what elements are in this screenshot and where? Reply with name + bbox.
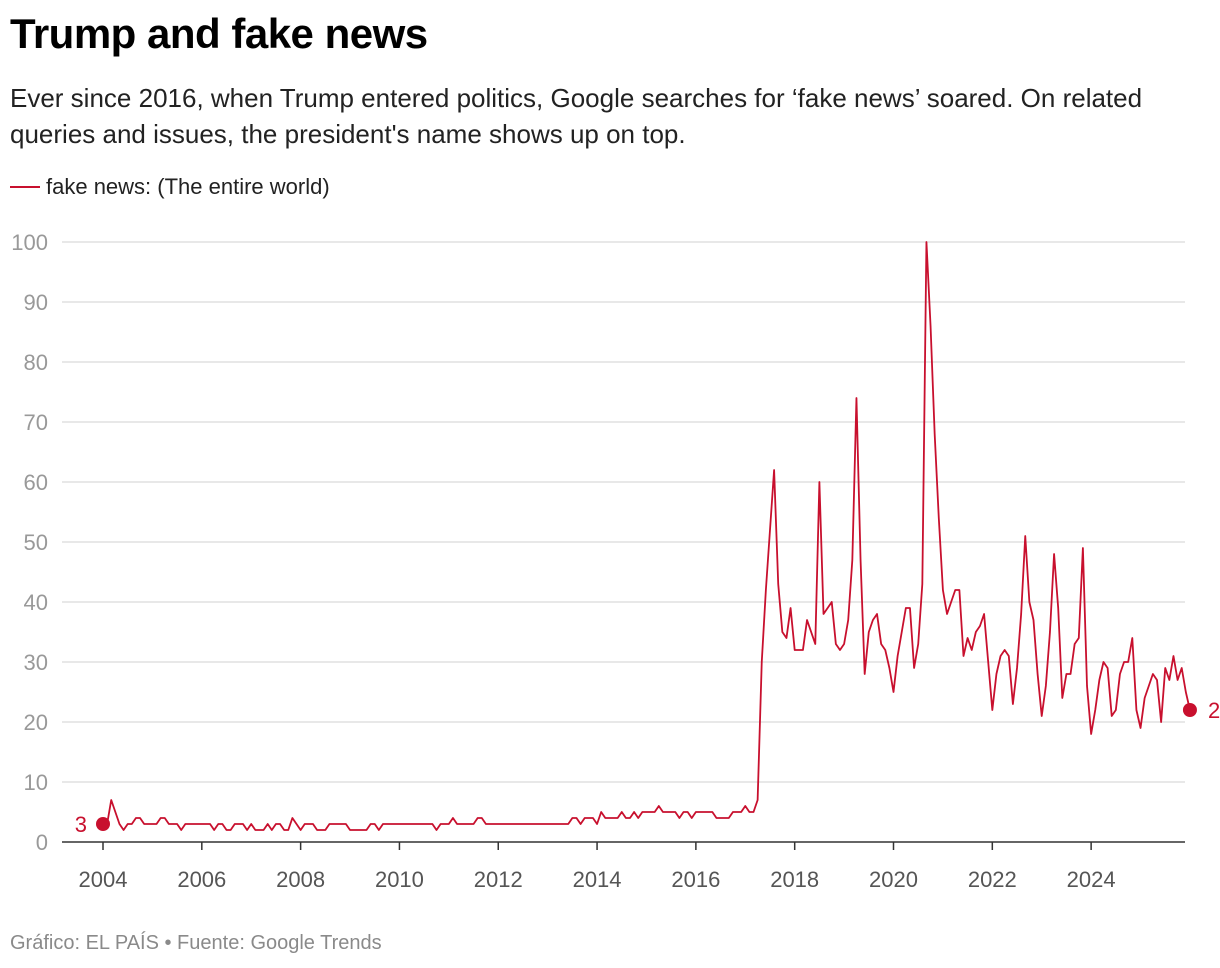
x-tick-label-2008: 2008 — [276, 867, 325, 892]
end-point-marker — [1182, 703, 1197, 717]
y-tick-label-100: 100 — [11, 230, 48, 255]
x-tick-label-2010: 2010 — [375, 867, 424, 892]
y-tick-label-80: 80 — [24, 350, 48, 375]
x-tick-label-2004: 2004 — [79, 867, 128, 892]
series-line-fake-news — [103, 241, 1191, 831]
series-layer — [96, 241, 1197, 831]
x-tick-label-2022: 2022 — [968, 867, 1017, 892]
chart-subtitle: Ever since 2016, when Trump entered poli… — [10, 83, 1143, 149]
x-tick-label-2014: 2014 — [573, 867, 622, 892]
y-tick-label-10: 10 — [24, 770, 48, 795]
y-tick-label-50: 50 — [24, 530, 48, 555]
y-tick-label-20: 20 — [24, 710, 48, 735]
start-point-marker — [96, 817, 110, 831]
x-tick-label-2024: 2024 — [1067, 867, 1116, 892]
legend-label: fake news: (The entire world) — [46, 174, 330, 199]
chart-title: Trump and fake news — [10, 10, 428, 57]
y-tick-label-70: 70 — [24, 410, 48, 435]
legend: fake news: (The entire world) — [10, 174, 330, 200]
legend-line-swatch — [10, 186, 40, 188]
x-tick-label-2018: 2018 — [770, 867, 819, 892]
end-value-label: 22 — [1208, 698, 1220, 723]
y-tick-label-30: 30 — [24, 650, 48, 675]
x-tick-label-2006: 2006 — [177, 867, 226, 892]
source-credit: Gráfico: EL PAÍS • Fuente: Google Trends — [10, 932, 382, 954]
x-tick-label-2016: 2016 — [671, 867, 720, 892]
end-labels: 3 22 — [75, 698, 1220, 837]
y-tick-label-90: 90 — [24, 290, 48, 315]
y-tick-label-40: 40 — [24, 590, 48, 615]
y-tick-label-0: 0 — [36, 830, 48, 855]
x-tick-label-2020: 2020 — [869, 867, 918, 892]
start-value-label: 3 — [75, 812, 87, 837]
x-tick-label-2012: 2012 — [474, 867, 523, 892]
y-tick-label-60: 60 — [24, 470, 48, 495]
grid-lines — [62, 241, 1185, 783]
y-axis-tick-labels: 0 10 20 30 40 50 60 70 80 90 100 — [11, 230, 48, 855]
x-axis: 2004 2006 2008 2010 2012 2014 2016 2018 2020 2022… — [62, 841, 1185, 892]
